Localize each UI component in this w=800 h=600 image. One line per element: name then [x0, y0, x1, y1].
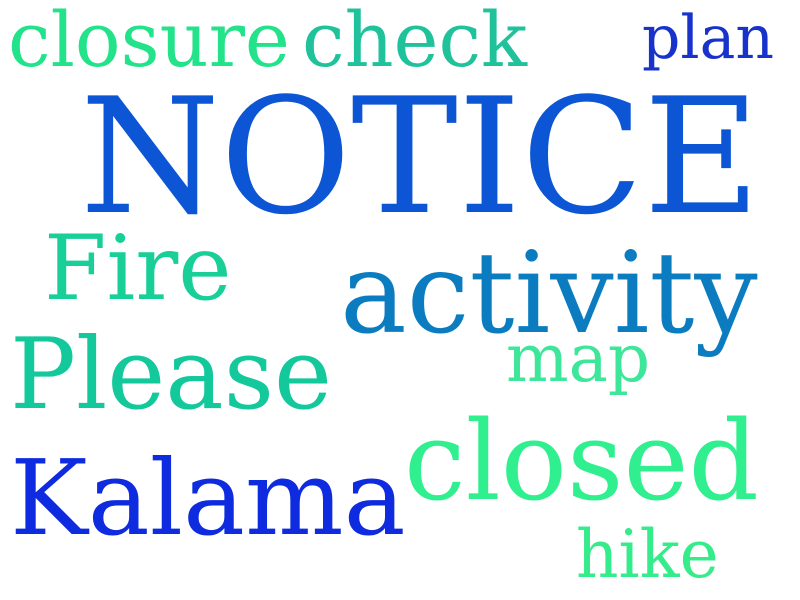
word-closed: closed [404, 397, 759, 525]
word-notice: NOTICE [80, 63, 761, 250]
word-kalama: Kalama [10, 437, 406, 559]
word-map: map [506, 320, 651, 397]
word-please: Please [10, 318, 332, 432]
word-hike: hike [576, 516, 719, 593]
word-plan: plan [642, 3, 775, 73]
word-check: check [302, 0, 528, 84]
word-activity: activity [340, 229, 758, 359]
word-fire: Fire [44, 216, 232, 321]
word-closure: closure [8, 0, 290, 84]
